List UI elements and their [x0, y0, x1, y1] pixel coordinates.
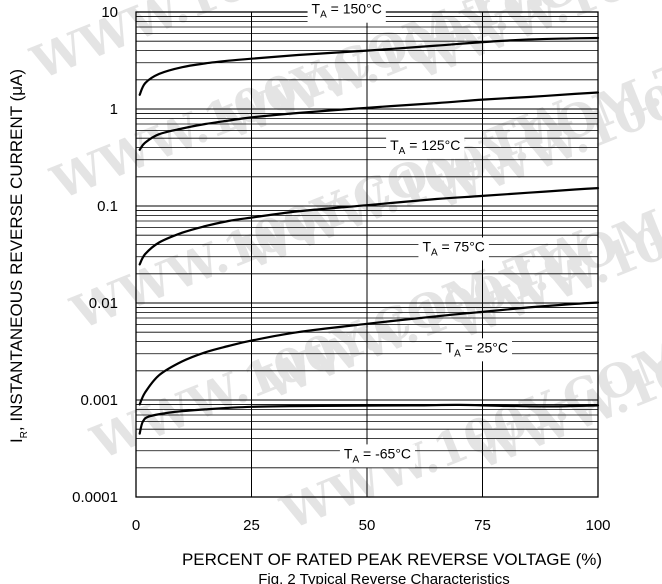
label-subscript: A	[320, 10, 327, 21]
series-label-text: TA = 25°C	[446, 339, 508, 359]
series-label: TA = 25°C	[441, 338, 513, 362]
x-tick-label: 0	[132, 517, 140, 534]
x-tick-label: 50	[359, 517, 376, 534]
series-line-150C	[138, 36, 600, 96]
grid-lines	[136, 12, 598, 497]
label-prefix: T	[446, 339, 455, 355]
label-value: = 150°C	[327, 1, 382, 17]
series-label-text: TA = 125°C	[390, 137, 460, 157]
series-line-125C	[138, 91, 600, 151]
series-label-background	[441, 338, 513, 362]
series-labels: TA = 150°CTA = 125°CTA = 75°CTA = 25°CTA…	[307, 0, 513, 468]
label-subscript: A	[399, 146, 406, 157]
y-axis-title: IR, INSTANTANEOUS REVERSE CURRENT (μA)	[7, 69, 30, 443]
series-label-text: TA = 75°C	[422, 238, 484, 258]
label-value: = 25°C	[461, 339, 508, 355]
label-prefix: T	[390, 137, 399, 153]
series-line--65C	[138, 403, 600, 435]
x-axis-title: PERCENT OF RATED PEAK REVERSE VOLTAGE (%…	[182, 550, 602, 569]
y-tick-label: 10	[101, 4, 118, 21]
label-value: = 125°C	[405, 137, 460, 153]
label-subscript: A	[352, 454, 359, 465]
x-tick-label: 100	[585, 517, 610, 534]
y-tick-label: 0.001	[80, 392, 118, 409]
y-tick-label: 0.0001	[72, 489, 118, 506]
series-label-background	[307, 0, 386, 23]
series-label: TA = -65°C	[339, 444, 416, 468]
y-axis-title-sub: R	[19, 431, 30, 438]
series-label: TA = 150°C	[307, 0, 386, 23]
label-value: = 75°C	[438, 238, 485, 254]
series-label-background	[418, 237, 489, 261]
label-prefix: T	[312, 1, 321, 17]
series-line-25C	[138, 301, 600, 406]
series-label-background	[339, 444, 416, 468]
label-value: = -65°C	[359, 445, 411, 461]
series-label: TA = 75°C	[418, 237, 489, 261]
series-label-text: TA = -65°C	[344, 445, 411, 465]
series-layer	[138, 36, 600, 435]
label-prefix: T	[344, 445, 353, 461]
series-line-75C	[138, 187, 600, 266]
x-tick-label: 25	[243, 517, 260, 534]
y-tick-label: 0.1	[97, 198, 118, 215]
y-axis-title-rest: , INSTANTANEOUS REVERSE CURRENT (μA)	[7, 69, 26, 431]
y-axis-title-main: I	[7, 438, 26, 443]
y-tick-labels: 10 1 0.1 0.01 0.001 0.0001	[72, 4, 118, 506]
x-tick-label: 75	[474, 517, 491, 534]
series-label-text: TA = 150°C	[312, 1, 382, 21]
y-tick-label: 0.01	[89, 295, 118, 312]
x-tick-labels: 0 25 50 75 100	[132, 517, 611, 534]
y-tick-label: 1	[110, 101, 118, 118]
label-subscript: A	[431, 247, 438, 258]
label-prefix: T	[422, 238, 431, 254]
series-label-background	[386, 135, 465, 159]
figure-caption: Fig. 2 Typical Reverse Characteristics	[258, 571, 509, 584]
label-subscript: A	[454, 348, 461, 359]
series-label: TA = 125°C	[386, 135, 465, 159]
